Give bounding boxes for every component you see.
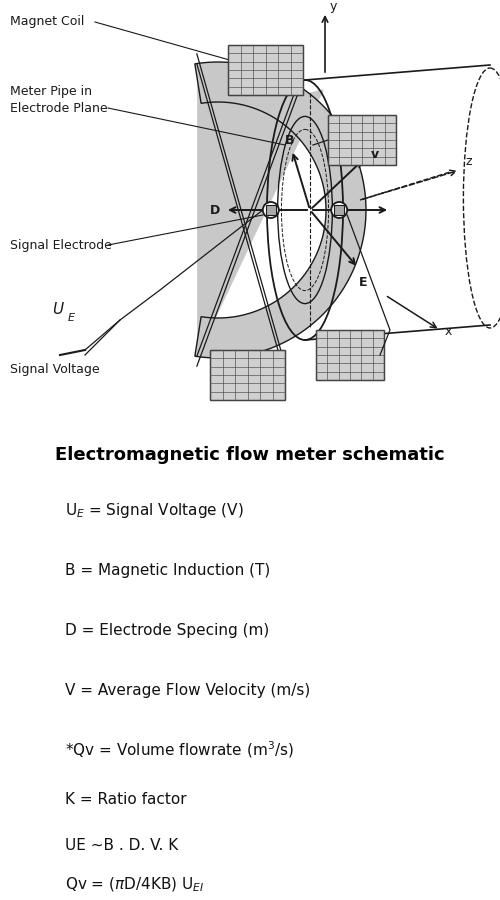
Text: K = Ratio factor: K = Ratio factor: [65, 793, 186, 807]
Text: Signal Electrode: Signal Electrode: [10, 238, 112, 251]
Bar: [228, 45, 303, 95]
Bar: [266, 205, 276, 215]
Text: y: y: [330, 0, 338, 13]
Polygon shape: [195, 62, 366, 358]
Text: D: D: [210, 203, 220, 217]
Bar: [334, 205, 344, 215]
Bar: [210, 350, 285, 400]
Text: *Qv = Volume flowrate (m$^3$/s): *Qv = Volume flowrate (m$^3$/s): [65, 740, 294, 760]
Text: U: U: [52, 302, 63, 318]
Text: V = Average Flow Velocity (m/s): V = Average Flow Velocity (m/s): [65, 682, 310, 698]
Text: Electromagnetic flow meter schematic: Electromagnetic flow meter schematic: [55, 446, 445, 464]
Text: Qv = ($\pi$D/4KB) U$_{EI}$: Qv = ($\pi$D/4KB) U$_{EI}$: [65, 876, 204, 895]
Bar: [328, 115, 396, 165]
Text: B = Magnetic Induction (T): B = Magnetic Induction (T): [65, 562, 270, 578]
Polygon shape: [198, 66, 323, 355]
Text: U$_E$ = Signal Voltage (V): U$_E$ = Signal Voltage (V): [65, 500, 244, 519]
Text: z: z: [465, 155, 471, 168]
Text: Meter Pipe in
Electrode Plane: Meter Pipe in Electrode Plane: [10, 85, 108, 115]
Text: B: B: [285, 133, 295, 147]
Bar: [316, 330, 384, 380]
Text: Signal Voltage: Signal Voltage: [10, 364, 100, 376]
Text: Magnet Coil: Magnet Coil: [10, 15, 85, 29]
Text: v: v: [371, 148, 379, 161]
Circle shape: [331, 202, 347, 218]
Text: x: x: [445, 325, 452, 338]
Text: E: E: [68, 313, 75, 323]
Circle shape: [263, 202, 279, 218]
Text: D = Electrode Specing (m): D = Electrode Specing (m): [65, 623, 269, 637]
Text: UE ~B . D. V. K: UE ~B . D. V. K: [65, 838, 178, 852]
Text: E: E: [359, 275, 367, 289]
